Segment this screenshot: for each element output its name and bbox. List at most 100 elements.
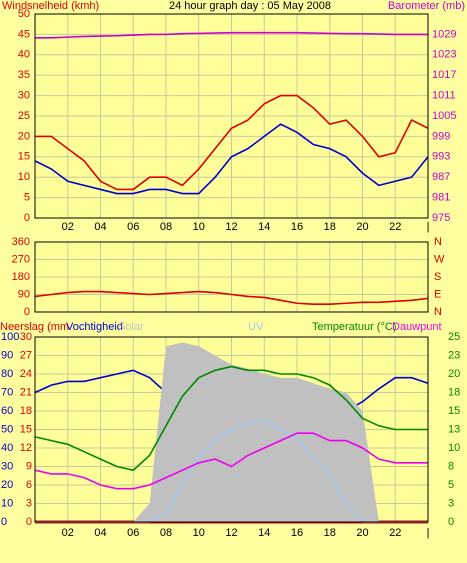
x-tick-label: 14	[258, 527, 270, 539]
y-tick-label: 0	[448, 516, 454, 528]
y-tick-label: 45	[18, 28, 30, 40]
y-tick-label: N	[434, 236, 442, 248]
y-tick-label: 0	[26, 516, 32, 528]
legend-label: Temperatuur (°C)	[312, 321, 396, 333]
y-tick-label: 20	[448, 368, 460, 380]
y-tick-label: 0	[1, 516, 7, 528]
y-tick-label: 18	[448, 386, 460, 398]
y-tick-label: 23	[448, 349, 460, 361]
x-tick-label: |	[427, 221, 430, 233]
y-tick-label: 0	[24, 212, 30, 224]
wind-axis-label: Windsnelheid (kmh)	[2, 0, 99, 12]
x-tick-label: 20	[356, 221, 368, 233]
y-tick-label: 20	[1, 479, 13, 491]
y-tick-label: 3	[448, 497, 454, 509]
y-tick-label: 10	[448, 442, 460, 454]
y-tick-label: N	[434, 306, 442, 318]
y-tick-label: 1017	[432, 69, 456, 81]
y-tick-label: 27	[20, 349, 32, 361]
y-tick-label: S	[434, 271, 441, 283]
y-tick-label: 270	[12, 253, 30, 265]
y-tick-label: 6	[26, 479, 32, 491]
plot-border	[34, 336, 429, 523]
y-tick-label: 12	[20, 442, 32, 454]
x-tick-label: 14	[258, 221, 270, 233]
y-tick-label: 30	[1, 460, 13, 472]
y-tick-label: 975	[432, 212, 450, 224]
x-tick-label: 04	[94, 221, 106, 233]
x-tick-label: 12	[225, 221, 237, 233]
plot-border	[34, 241, 429, 313]
x-tick-label: 16	[291, 221, 303, 233]
y-tick-label: 50	[1, 423, 13, 435]
series-line	[34, 123, 429, 195]
y-tick-label: 40	[1, 442, 13, 454]
x-tick-label: 22	[389, 527, 401, 539]
y-tick-label: 90	[18, 288, 30, 300]
x-tick-label: 06	[127, 221, 139, 233]
y-tick-label: 30	[18, 90, 30, 102]
series-line	[34, 432, 428, 490]
x-tick-label: 18	[324, 221, 336, 233]
series-line	[34, 290, 429, 306]
y-tick-label: 30	[20, 331, 32, 343]
x-tick-label: 18	[324, 527, 336, 539]
x-tick-label: |	[427, 527, 430, 539]
y-tick-label: 15	[20, 423, 32, 435]
y-tick-label: 10	[18, 171, 30, 183]
y-tick-label: 3	[26, 497, 32, 509]
series-line	[34, 365, 428, 472]
y-tick-label: W	[434, 253, 445, 265]
y-tick-label: E	[434, 288, 441, 300]
y-tick-label: 25	[18, 110, 30, 122]
y-tick-label: 1011	[432, 90, 456, 102]
y-tick-label: 70	[1, 386, 13, 398]
y-tick-label: 1005	[432, 110, 456, 122]
y-tick-label: 35	[18, 69, 30, 81]
series-line	[35, 94, 429, 191]
x-tick-label: 02	[62, 221, 74, 233]
y-tick-label: 993	[432, 151, 450, 163]
y-tick-label: 981	[432, 192, 450, 204]
legend-label: Solar	[118, 321, 144, 333]
x-tick-label: 10	[193, 221, 205, 233]
series-line	[35, 31, 428, 39]
y-tick-label: 1023	[432, 49, 456, 61]
y-tick-label: 20	[18, 130, 30, 142]
y-tick-label: 24	[20, 368, 32, 380]
y-tick-label: 50	[18, 8, 30, 20]
y-tick-label: 8	[448, 460, 454, 472]
y-tick-label: 15	[448, 405, 460, 417]
y-tick-label: 180	[12, 271, 30, 283]
y-tick-label: 10	[1, 497, 13, 509]
x-tick-label: 04	[94, 527, 106, 539]
x-tick-label: 08	[160, 221, 172, 233]
y-tick-label: 18	[20, 405, 32, 417]
y-tick-label: 21	[20, 386, 32, 398]
y-tick-label: 360	[12, 236, 30, 248]
y-tick-label: 60	[1, 405, 13, 417]
x-tick-label: 10	[193, 527, 205, 539]
x-tick-label: 12	[225, 527, 237, 539]
y-tick-label: 9	[26, 460, 32, 472]
y-tick-label: 5	[448, 479, 454, 491]
barometer-axis-label: Barometer (mb)	[388, 0, 465, 12]
y-tick-label: 40	[18, 49, 30, 61]
x-tick-label: 06	[127, 527, 139, 539]
legend-label: Vochtigheid	[66, 321, 123, 333]
x-tick-label: 02	[62, 527, 74, 539]
y-tick-label: 90	[1, 349, 13, 361]
x-tick-label: 08	[160, 527, 172, 539]
y-tick-label: 1029	[432, 28, 456, 40]
y-tick-label: 100	[1, 331, 19, 343]
legend-label: UV	[248, 321, 264, 333]
y-tick-label: 13	[448, 423, 460, 435]
plot-border	[34, 13, 429, 219]
y-tick-label: 25	[448, 331, 460, 343]
x-tick-label: 20	[356, 527, 368, 539]
legend-label: Dauwpunt	[392, 321, 442, 333]
legend-label: Neerslag (mm	[0, 321, 69, 333]
x-tick-label: 16	[291, 527, 303, 539]
y-tick-label: 5	[24, 192, 30, 204]
